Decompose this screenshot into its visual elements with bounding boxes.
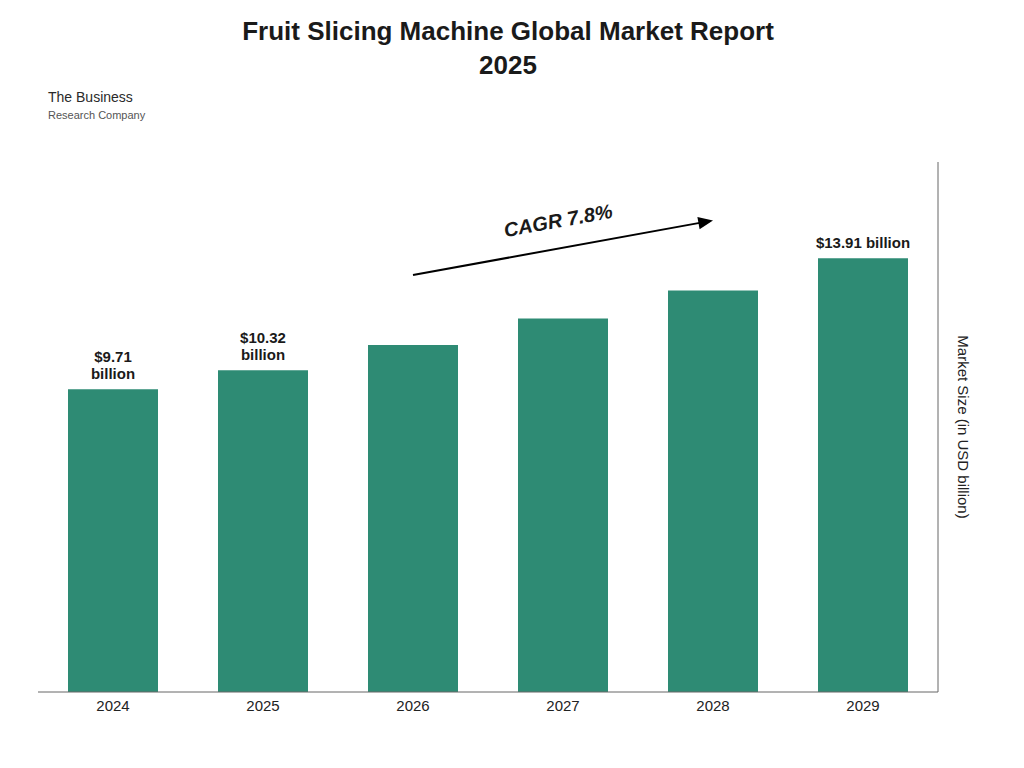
html-text:Fruit Slicing Machine Global M: Fruit Slicing Machine Global Market Repo…: [242, 16, 774, 46]
html-text:2025: 2025: [479, 50, 537, 80]
html-text:The Business: The Business: [48, 89, 133, 105]
svg-text:2028: 2028: [696, 697, 729, 714]
svg-text:2027: 2027: [546, 697, 579, 714]
svg-text:2024: 2024: [96, 697, 129, 714]
svg-text:CAGR 7.8%: CAGR 7.8%: [502, 200, 614, 241]
svg-text:2026: 2026: [396, 697, 429, 714]
svg-text:$10.32billion: $10.32billion: [240, 329, 286, 363]
svg-text:Market Size (in USD billion): Market Size (in USD billion): [955, 335, 972, 518]
html-text:Research Company: Research Company: [48, 109, 146, 121]
svg-text:$9.71billion: $9.71billion: [91, 348, 135, 382]
svg-text:2025: 2025: [246, 697, 279, 714]
svg-text:2029: 2029: [846, 697, 879, 714]
svg-text:$13.91 billion: $13.91 billion: [816, 234, 910, 251]
